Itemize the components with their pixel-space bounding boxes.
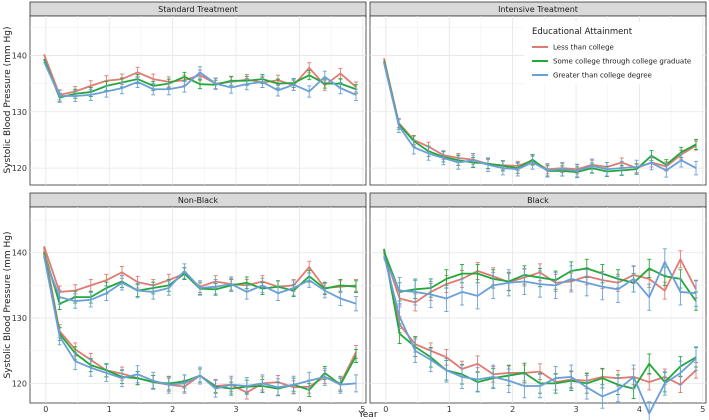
legend-box	[524, 22, 702, 84]
legend-label: Some college through college graduate	[553, 58, 691, 66]
panel-non-black: Non-Black 120 130 140 0 1 2 3 4 5	[12, 192, 367, 414]
panel-standard-treatment: Standard Treatment 120 130 140	[12, 1, 367, 186]
legend-title: Educational Attainment	[532, 27, 633, 37]
series-greater-than-college-degree-intensive-	[383, 255, 698, 420]
series-greater-than-college-degree-standard-	[43, 256, 358, 312]
series-greater-than-college-degree	[43, 61, 358, 103]
series-line	[383, 60, 697, 173]
y-tick-label: 130	[12, 314, 27, 323]
x-tick-label: 2	[510, 405, 515, 414]
panel-title: Intensive Treatment	[498, 5, 578, 14]
y-tick-label: 140	[12, 249, 27, 258]
x-tick-label: 3	[573, 405, 578, 414]
x-tick-label: 3	[233, 405, 238, 414]
panel-plot-area	[29, 15, 367, 186]
legend-label: Less than college	[553, 44, 614, 52]
y-tick-label: 140	[12, 51, 27, 60]
y-tick-label: 120	[12, 379, 27, 388]
series-greater-than-college-degree	[383, 62, 698, 179]
legend: Educational Attainment Less than college S…	[524, 22, 702, 84]
x-tick-label: 0	[383, 405, 388, 414]
panel-title: Non-Black	[178, 196, 219, 205]
y-tick-label: 130	[12, 108, 27, 117]
y-axis-title: Systolic Blood Pressure (mm Hg)	[3, 26, 13, 173]
x-axis-title: Year	[357, 410, 377, 420]
x-tick-label: 2	[170, 405, 175, 414]
x-tick-label: 1	[447, 405, 452, 414]
panel-title: Standard Treatment	[158, 5, 238, 14]
panel-black: Black 0 1 2 3 4 5	[369, 192, 707, 420]
x-tick-label: 4	[297, 405, 302, 414]
y-tick-label: 120	[12, 164, 27, 173]
panel-plot-area	[369, 206, 707, 404]
x-tick-label: 1	[107, 405, 112, 414]
x-tick-label: 0	[43, 405, 48, 414]
y-axis-title-lower: Systolic Blood Pressure (mm Hg)	[3, 231, 13, 378]
panel-title: Black	[527, 196, 549, 205]
x-tick-label: 5	[700, 405, 705, 414]
x-tick-label: 4	[637, 405, 642, 414]
series-greater-than-college-degree-intensive-	[43, 255, 358, 398]
series-line	[383, 62, 697, 172]
x-tick-label: 5	[360, 405, 365, 414]
series-greater-than-college-degree-standard-	[383, 248, 698, 312]
panel-plot-area	[29, 206, 367, 404]
legend-label: Greater than college degree	[553, 72, 652, 80]
